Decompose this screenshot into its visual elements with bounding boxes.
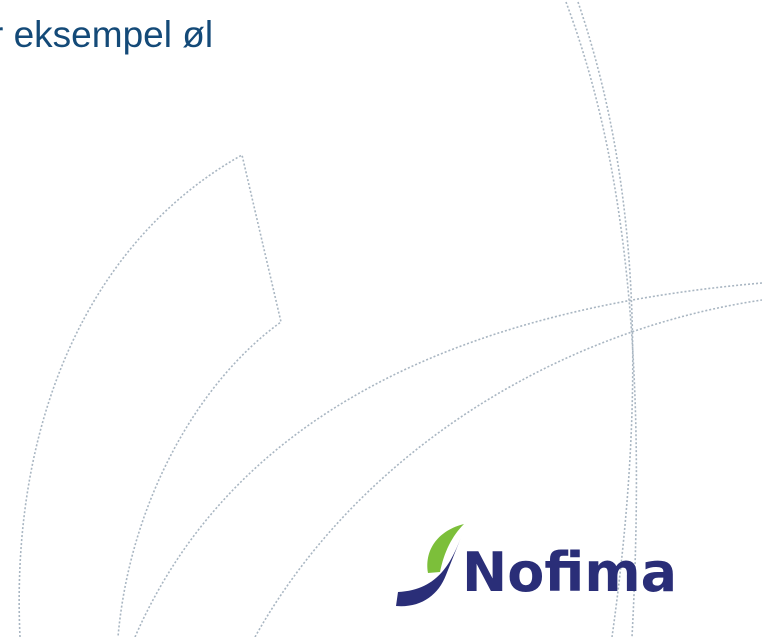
curve bbox=[134, 282, 762, 637]
logo-text: Nofima bbox=[462, 541, 677, 604]
logo: Nofima bbox=[396, 524, 677, 607]
curve bbox=[565, 1, 638, 637]
logo-leaf bbox=[427, 524, 464, 573]
logo-swoosh bbox=[396, 535, 462, 607]
curve bbox=[577, 1, 634, 637]
curve bbox=[18, 153, 282, 637]
curve bbox=[254, 299, 762, 637]
slide-title: r eksempel øl bbox=[0, 14, 214, 55]
